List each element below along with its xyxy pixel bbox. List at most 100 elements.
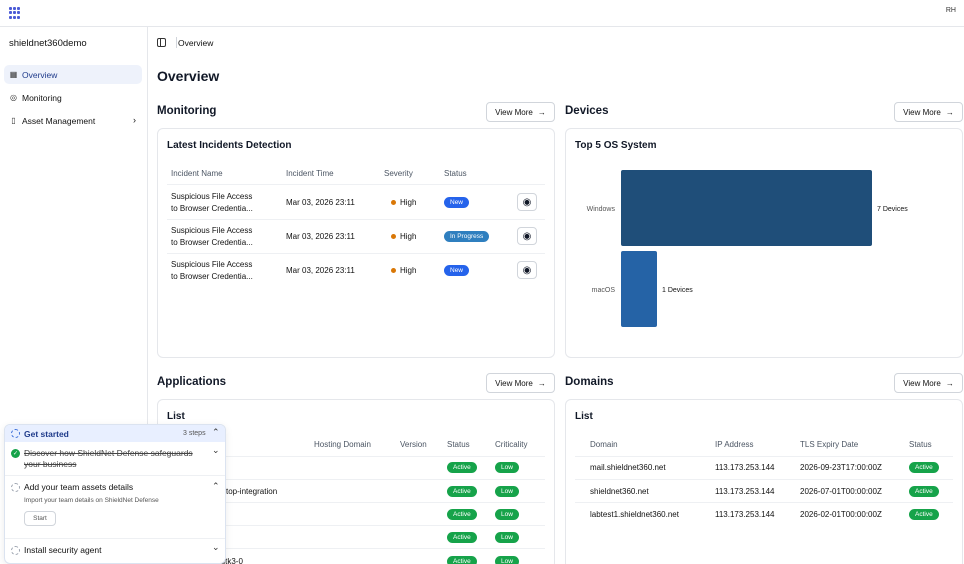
column-header: Severity: [384, 169, 413, 178]
divider: [167, 219, 545, 220]
ip-address: 113.173.253.144: [715, 463, 775, 472]
card-title: List: [575, 411, 593, 422]
bar-windows[interactable]: [621, 170, 872, 246]
column-header: Incident Time: [286, 169, 334, 178]
progress-spinner-icon: [11, 429, 20, 438]
domain-name[interactable]: mail.shieldnet360.net: [590, 463, 666, 472]
sidebar-item-asset-management[interactable]: ▯ Asset Management ›: [4, 111, 142, 130]
severity: High: [391, 265, 416, 277]
severity-dot: [391, 234, 396, 240]
arrow-right-icon: →: [537, 378, 546, 388]
check-circle-icon: ✓: [11, 449, 20, 458]
status-badge: Active: [447, 462, 477, 473]
get-started-header[interactable]: [5, 425, 225, 442]
get-started-panel: Get started 3 steps ⌃ ✓ Discover how Shi…: [4, 424, 226, 564]
step-add-assets-title[interactable]: Add your team assets details: [24, 482, 134, 492]
view-incident-button[interactable]: ◉: [517, 227, 537, 245]
domain-name[interactable]: shieldnet360.net: [590, 487, 649, 496]
applications-title: Applications: [157, 376, 227, 388]
tls-expiry: 2026-07-01T00:00:00Z: [800, 487, 882, 496]
incident-name: Suspicious File Access to Browser Credent…: [171, 259, 253, 283]
status-badge: Active: [909, 462, 939, 473]
step-description: Import your team details on ShieldNet De…: [24, 497, 159, 504]
tls-expiry: 2026-02-01T00:00:00Z: [800, 510, 882, 519]
severity: High: [391, 197, 416, 209]
monitoring-view-more-button[interactable]: View More →: [486, 102, 555, 122]
step-discover[interactable]: Discover how ShieldNet Defense safeguard…: [24, 448, 204, 470]
incident-name-line: to Browser Credentia...: [171, 272, 253, 281]
column-header: TLS Expiry Date: [800, 440, 859, 449]
column-header: Domain: [590, 440, 618, 449]
status-badge: Active: [447, 532, 477, 543]
step-title: your business: [24, 459, 77, 469]
criticality-badge: Low: [495, 462, 519, 473]
sidebar-item-label: Overview: [22, 69, 58, 80]
divider: [176, 37, 177, 48]
column-header: Version: [400, 440, 427, 449]
start-button[interactable]: Start: [24, 511, 56, 526]
status-badge: Active: [909, 486, 939, 497]
button-label: View More: [903, 107, 941, 117]
chevron-up-icon[interactable]: ⌃: [212, 427, 220, 437]
incidents-card: [157, 128, 555, 358]
devices-view-more-button[interactable]: View More →: [894, 102, 963, 122]
data-label: 1 Devices: [662, 287, 693, 294]
app-logo[interactable]: [9, 7, 21, 19]
arrow-right-icon: →: [537, 107, 546, 117]
domain-name[interactable]: labtest1.shieldnet360.net: [590, 510, 679, 519]
sidebar-item-monitoring[interactable]: ◎ Monitoring: [4, 88, 142, 107]
domains-view-more-button[interactable]: View More →: [894, 373, 963, 393]
column-header: Status: [447, 440, 470, 449]
divider: [575, 479, 953, 480]
sidebar-toggle-icon[interactable]: [157, 38, 166, 47]
devices-title: Devices: [565, 105, 609, 117]
bar-macos[interactable]: [621, 251, 657, 327]
status-badge: Active: [909, 509, 939, 520]
steps-count: 3 steps: [183, 430, 206, 437]
divider: [167, 184, 545, 185]
incident-name-line: to Browser Credentia...: [171, 204, 253, 213]
view-incident-button[interactable]: ◉: [517, 261, 537, 279]
radar-icon: ◎: [10, 93, 17, 102]
pending-step-icon: [11, 546, 20, 555]
category-label: Windows: [587, 206, 616, 213]
divider: [575, 502, 953, 503]
sidebar-item-label: Monitoring: [22, 92, 62, 103]
arrow-right-icon: →: [945, 107, 954, 117]
divider: [5, 538, 225, 539]
severity-dot: [391, 268, 396, 274]
breadcrumb: Overview: [178, 38, 214, 48]
divider: [575, 456, 953, 457]
user-avatar[interactable]: RH: [945, 7, 956, 14]
org-name[interactable]: shieldnet360demo: [9, 38, 87, 49]
sidebar-item-overview[interactable]: ▦ Overview: [4, 65, 142, 84]
incident-name-line: Suspicious File Access: [171, 260, 253, 269]
os-bar-chart: Windows 7 Devices macOS 1 Devices: [565, 160, 963, 340]
incident-name: Suspicious File Access to Browser Credent…: [171, 191, 253, 215]
view-incident-button[interactable]: ◉: [517, 193, 537, 211]
criticality-badge: Low: [495, 556, 519, 564]
column-header: Hosting Domain: [314, 440, 371, 449]
app-name: top-integration: [226, 487, 278, 496]
category-label: macOS: [592, 287, 616, 294]
divider: [167, 548, 545, 549]
criticality-badge: Low: [495, 509, 519, 520]
incident-time: Mar 03, 2026 23:11: [286, 198, 355, 207]
grid-icon: ▦: [9, 70, 18, 79]
top-bar: [0, 0, 964, 27]
step-install-agent-title[interactable]: Install security agent: [24, 545, 102, 555]
chevron-up-icon[interactable]: ⌃: [212, 481, 220, 491]
chevron-down-icon[interactable]: ⌄: [212, 445, 220, 455]
eye-icon: ◉: [522, 196, 532, 208]
status-badge: Active: [447, 509, 477, 520]
step-title: Discover how ShieldNet Defense safeguard…: [24, 448, 193, 458]
chevron-down-icon[interactable]: ⌄: [212, 542, 220, 552]
applications-view-more-button[interactable]: View More →: [486, 373, 555, 393]
incident-name-line: Suspicious File Access: [171, 192, 253, 201]
button-label: View More: [495, 378, 533, 388]
chart-title: Top 5 OS System: [575, 140, 657, 151]
column-header: Status: [909, 440, 932, 449]
card-title: Latest Incidents Detection: [167, 140, 292, 151]
button-label: View More: [495, 107, 533, 117]
severity-label: High: [400, 232, 417, 241]
